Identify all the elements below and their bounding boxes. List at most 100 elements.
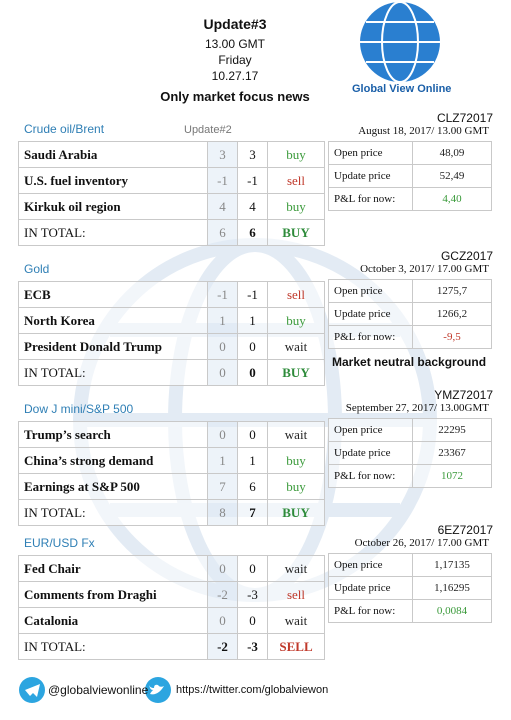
signal: buy [267, 447, 325, 474]
signal: buy [267, 307, 325, 334]
price-label: Update price [328, 441, 413, 465]
curr-score: -1 [237, 281, 268, 308]
section-heading: Crude oil/Brent [24, 122, 105, 136]
contract-date: October 3, 2017/ 17.00 GMT [360, 263, 489, 275]
row-label: U.S. fuel inventory [18, 167, 208, 194]
curr-score: 0 [237, 607, 268, 634]
total-label: IN TOTAL: [18, 499, 208, 526]
price-value: 22295 [412, 418, 492, 442]
price-label: P&L for now: [328, 599, 413, 623]
section-heading: Gold [24, 262, 50, 276]
section-heading: Dow J mini/S&P 500 [24, 402, 134, 416]
signal: BUY [267, 219, 325, 246]
price-value: -9,5 [412, 325, 492, 349]
curr-score: 0 [237, 359, 268, 386]
signal: wait [267, 333, 325, 360]
price-value: 52,49 [412, 164, 492, 188]
curr-score: 0 [237, 421, 268, 448]
signal: buy [267, 141, 325, 168]
prev-score: 4 [207, 193, 238, 220]
price-label: Open price [328, 418, 413, 442]
telegram[interactable]: @globalviewonline [48, 683, 149, 697]
price-value: 48,09 [412, 141, 492, 165]
curr-score: -1 [237, 167, 268, 194]
curr-score: 0 [237, 555, 268, 582]
signal: sell [267, 167, 325, 194]
contract-date: October 26, 2017/ 17.00 GMT [354, 537, 489, 549]
total-label: IN TOTAL: [18, 633, 208, 660]
curr-score: -3 [237, 581, 268, 608]
signal: BUY [267, 359, 325, 386]
signal: buy [267, 473, 325, 500]
signal: SELL [267, 633, 325, 660]
price-label: Open price [328, 279, 413, 303]
price-label: Update price [328, 302, 413, 326]
prev-score: 7 [207, 473, 238, 500]
prev-score: 1 [207, 447, 238, 474]
prev-score: 6 [207, 219, 238, 246]
price-label: P&L for now: [328, 325, 413, 349]
prev-score: 0 [207, 333, 238, 360]
price-label: P&L for now: [328, 464, 413, 488]
curr-score: 0 [237, 333, 268, 360]
logo-text: Global View Online [352, 83, 452, 95]
section-note: Update#2 [184, 124, 232, 136]
prev-score: 8 [207, 499, 238, 526]
price-value: 1266,2 [412, 302, 492, 326]
signal: wait [267, 421, 325, 448]
subtitle: Only market focus news [160, 89, 310, 104]
curr-score: -3 [237, 633, 268, 660]
row-label: Comments from Draghi [18, 581, 208, 608]
contract-code: CLZ72017 [436, 111, 493, 125]
contract-code: YMZ72017 [434, 388, 493, 402]
contract-code: 6EZ72017 [437, 523, 493, 537]
curr-score: 1 [237, 307, 268, 334]
twitter[interactable]: https://twitter.com/globalviewon [176, 684, 329, 696]
title: Update#3 [203, 16, 267, 32]
price-label: Update price [328, 164, 413, 188]
prev-score: 0 [207, 607, 238, 634]
contract-date: August 18, 2017/ 13.00 GMT [358, 125, 489, 137]
price-label: Open price [328, 141, 413, 165]
day: Friday [218, 53, 252, 67]
prev-score: 3 [207, 141, 238, 168]
signal: sell [267, 281, 325, 308]
curr-score: 3 [237, 141, 268, 168]
curr-score: 7 [237, 499, 268, 526]
row-label: President Donald Trump [18, 333, 208, 360]
date: 10.27.17 [211, 69, 259, 83]
curr-score: 4 [237, 193, 268, 220]
signal: wait [267, 555, 325, 582]
price-value: 1275,7 [412, 279, 492, 303]
price-value: 23367 [412, 441, 492, 465]
panel-note: Market neutral background [332, 355, 487, 369]
row-label: China’s strong demand [18, 447, 208, 474]
prev-score: 1 [207, 307, 238, 334]
row-label: Trump’s search [18, 421, 208, 448]
prev-score: -2 [207, 581, 238, 608]
row-label: North Korea [18, 307, 208, 334]
signal: wait [267, 607, 325, 634]
contract-code: GCZ2017 [440, 249, 493, 263]
signal: buy [267, 193, 325, 220]
price-value: 1072 [412, 464, 492, 488]
total-label: IN TOTAL: [18, 359, 208, 386]
contract-date: September 27, 2017/ 13.00GMT [345, 402, 489, 414]
signal: sell [267, 581, 325, 608]
prev-score: -2 [207, 633, 238, 660]
row-label: Kirkuk oil region [18, 193, 208, 220]
price-value: 0,0084 [412, 599, 492, 623]
row-label: Saudi Arabia [18, 141, 208, 168]
prev-score: 0 [207, 555, 238, 582]
total-label: IN TOTAL: [18, 219, 208, 246]
prev-score: -1 [207, 281, 238, 308]
row-label: Earnings at S&P 500 [18, 473, 208, 500]
price-value: 4,40 [412, 187, 492, 211]
prev-score: 0 [207, 359, 238, 386]
section-heading: EUR/USD Fx [24, 536, 95, 550]
price-value: 1,17135 [412, 553, 492, 577]
row-label: ECB [18, 281, 208, 308]
price-label: Update price [328, 576, 413, 600]
prev-score: -1 [207, 167, 238, 194]
